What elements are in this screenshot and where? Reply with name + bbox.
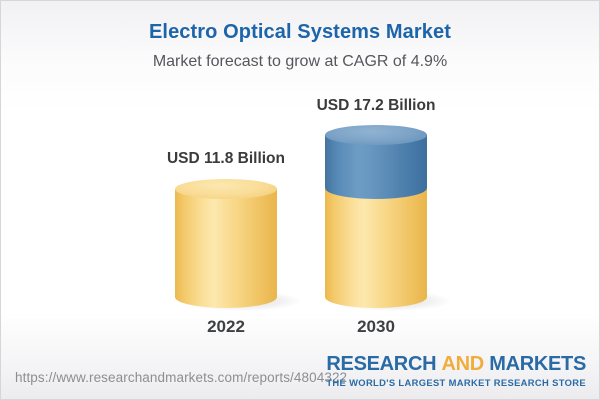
bar-2022-body <box>175 189 277 308</box>
logo-word-markets: MARKETS <box>489 353 586 375</box>
brand-logo-tagline: THE WORLD'S LARGEST MARKET RESEARCH STOR… <box>326 377 586 388</box>
report-url: https://www.researchandmarkets.com/repor… <box>15 370 348 385</box>
bar-2030-base-segment <box>325 189 427 308</box>
value-label-2022: USD 11.8 Billion <box>166 150 285 167</box>
x-tick-2022: 2022 <box>207 317 245 336</box>
page-title: Electro Optical Systems Market <box>148 21 451 43</box>
logo-word-and: AND <box>441 353 485 375</box>
brand-logo: RESEARCH AND MARKETS THE WORLD'S LARGEST… <box>326 353 586 388</box>
value-label-2030: USD 17.2 Billion <box>316 97 436 114</box>
logo-word-research: RESEARCH <box>326 353 437 375</box>
brand-logo-wordmark: RESEARCH AND MARKETS <box>326 353 586 375</box>
x-tick-2030: 2030 <box>357 317 395 336</box>
bar-2030-top-cap <box>325 125 427 145</box>
page-subtitle: Market forecast to grow at CAGR of 4.9% <box>152 53 448 70</box>
bar-2022-top-cap <box>175 179 277 199</box>
bar-2030-growth-segment <box>325 135 427 199</box>
